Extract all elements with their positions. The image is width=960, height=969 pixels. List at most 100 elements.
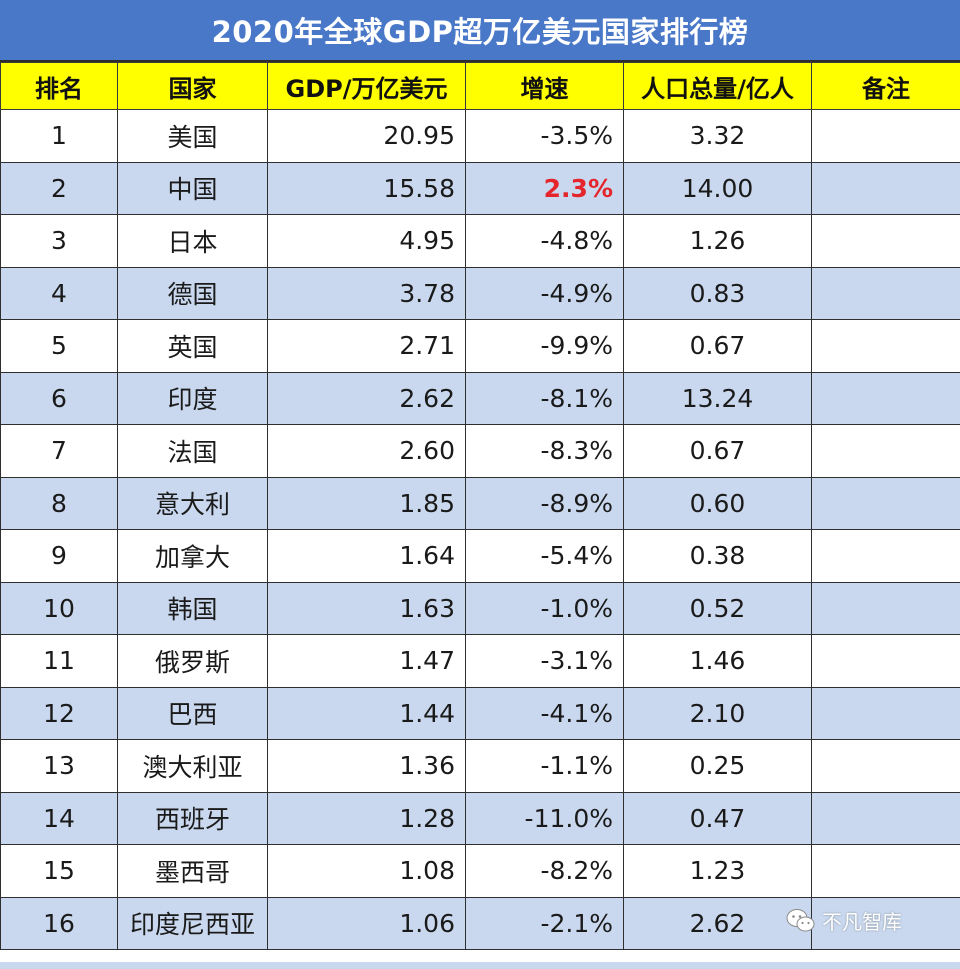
cell-population: 13.24 [623, 371, 812, 425]
cell-gdp: 1.85 [267, 476, 466, 530]
cell-rank: 6 [0, 371, 118, 425]
cell-gdp: 15.58 [267, 161, 466, 215]
cell-country: 巴西 [117, 686, 268, 740]
cell-rank: 5 [0, 319, 118, 373]
cell-population: 0.67 [623, 424, 812, 478]
cell-note [811, 581, 960, 635]
cell-country: 俄罗斯 [117, 634, 268, 688]
cell-population: 3.32 [623, 109, 812, 163]
cell-population: 0.25 [623, 739, 812, 793]
cell-rank: 15 [0, 844, 118, 898]
table-body: 1 美国 20.95 -3.5% 3.32 2 中国 15.58 2.3% 14.00 3 日本 4.9… [0, 109, 960, 950]
cell-note [811, 109, 960, 163]
cell-note [811, 319, 960, 373]
cell-growth: -3.1% [465, 634, 624, 688]
cell-gdp: 1.36 [267, 739, 466, 793]
cell-rank: 8 [0, 476, 118, 530]
header-gdp: GDP/万亿美元 [267, 62, 466, 110]
cell-gdp: 2.60 [267, 424, 466, 478]
cell-note [811, 371, 960, 425]
cell-country: 韩国 [117, 581, 268, 635]
cell-population: 0.52 [623, 581, 812, 635]
cell-gdp: 2.71 [267, 319, 466, 373]
cell-population: 1.23 [623, 844, 812, 898]
cell-gdp: 1.06 [267, 896, 466, 950]
cell-rank: 11 [0, 634, 118, 688]
cell-note [811, 791, 960, 845]
cell-note [811, 844, 960, 898]
cell-population: 1.46 [623, 634, 812, 688]
cell-population: 0.83 [623, 266, 812, 320]
cell-growth: -1.0% [465, 581, 624, 635]
cell-rank: 10 [0, 581, 118, 635]
cell-country: 意大利 [117, 476, 268, 530]
cell-gdp: 1.28 [267, 791, 466, 845]
cell-note [811, 476, 960, 530]
footer-strip [0, 962, 960, 969]
cell-population: 0.67 [623, 319, 812, 373]
table-row: 2 中国 15.58 2.3% 14.00 [0, 161, 960, 215]
header-population: 人口总量/亿人 [623, 62, 812, 110]
cell-rank: 2 [0, 161, 118, 215]
cell-country: 西班牙 [117, 791, 268, 845]
table-row: 12 巴西 1.44 -4.1% 2.10 [0, 686, 960, 740]
table-row: 3 日本 4.95 -4.8% 1.26 [0, 214, 960, 268]
cell-country: 印度尼西亚 [117, 896, 268, 950]
table-row: 4 德国 3.78 -4.9% 0.83 [0, 266, 960, 320]
cell-note [811, 424, 960, 478]
cell-rank: 16 [0, 896, 118, 950]
cell-growth: -4.8% [465, 214, 624, 268]
cell-note [811, 529, 960, 583]
cell-country: 墨西哥 [117, 844, 268, 898]
cell-growth: -1.1% [465, 739, 624, 793]
cell-rank: 1 [0, 109, 118, 163]
cell-rank: 13 [0, 739, 118, 793]
wechat-icon [786, 908, 816, 934]
cell-gdp: 2.62 [267, 371, 466, 425]
cell-population: 14.00 [623, 161, 812, 215]
cell-country: 德国 [117, 266, 268, 320]
cell-population: 2.10 [623, 686, 812, 740]
table-row: 10 韩国 1.63 -1.0% 0.52 [0, 581, 960, 635]
header-rank: 排名 [0, 62, 118, 110]
cell-country: 法国 [117, 424, 268, 478]
cell-country: 美国 [117, 109, 268, 163]
cell-gdp: 1.63 [267, 581, 466, 635]
cell-country: 日本 [117, 214, 268, 268]
table-title: 2020年全球GDP超万亿美元国家排行榜 [0, 0, 960, 62]
cell-country: 英国 [117, 319, 268, 373]
header-country: 国家 [117, 62, 268, 110]
watermark: 不凡智库 [786, 906, 902, 935]
cell-rank: 4 [0, 266, 118, 320]
table-row: 7 法国 2.60 -8.3% 0.67 [0, 424, 960, 478]
cell-growth: -4.1% [465, 686, 624, 740]
table-row: 1 美国 20.95 -3.5% 3.32 [0, 109, 960, 163]
cell-growth: -8.3% [465, 424, 624, 478]
cell-country: 澳大利亚 [117, 739, 268, 793]
cell-rank: 14 [0, 791, 118, 845]
cell-growth: -4.9% [465, 266, 624, 320]
cell-country: 加拿大 [117, 529, 268, 583]
cell-gdp: 4.95 [267, 214, 466, 268]
cell-growth: -5.4% [465, 529, 624, 583]
cell-gdp: 1.47 [267, 634, 466, 688]
cell-gdp: 3.78 [267, 266, 466, 320]
table-row: 5 英国 2.71 -9.9% 0.67 [0, 319, 960, 373]
cell-population: 1.26 [623, 214, 812, 268]
header-growth: 增速 [465, 62, 624, 110]
table-row: 11 俄罗斯 1.47 -3.1% 1.46 [0, 634, 960, 688]
cell-growth: -11.0% [465, 791, 624, 845]
cell-note [811, 896, 960, 950]
gdp-ranking-table: 排名 国家 GDP/万亿美元 增速 人口总量/亿人 备注 1 美国 20.95 -3.… [0, 62, 960, 950]
cell-country: 印度 [117, 371, 268, 425]
cell-rank: 7 [0, 424, 118, 478]
cell-gdp: 20.95 [267, 109, 466, 163]
cell-rank: 12 [0, 686, 118, 740]
cell-population: 0.60 [623, 476, 812, 530]
table-row: 8 意大利 1.85 -8.9% 0.60 [0, 476, 960, 530]
cell-rank: 3 [0, 214, 118, 268]
cell-growth: -3.5% [465, 109, 624, 163]
table-row: 13 澳大利亚 1.36 -1.1% 0.25 [0, 739, 960, 793]
cell-gdp: 1.08 [267, 844, 466, 898]
